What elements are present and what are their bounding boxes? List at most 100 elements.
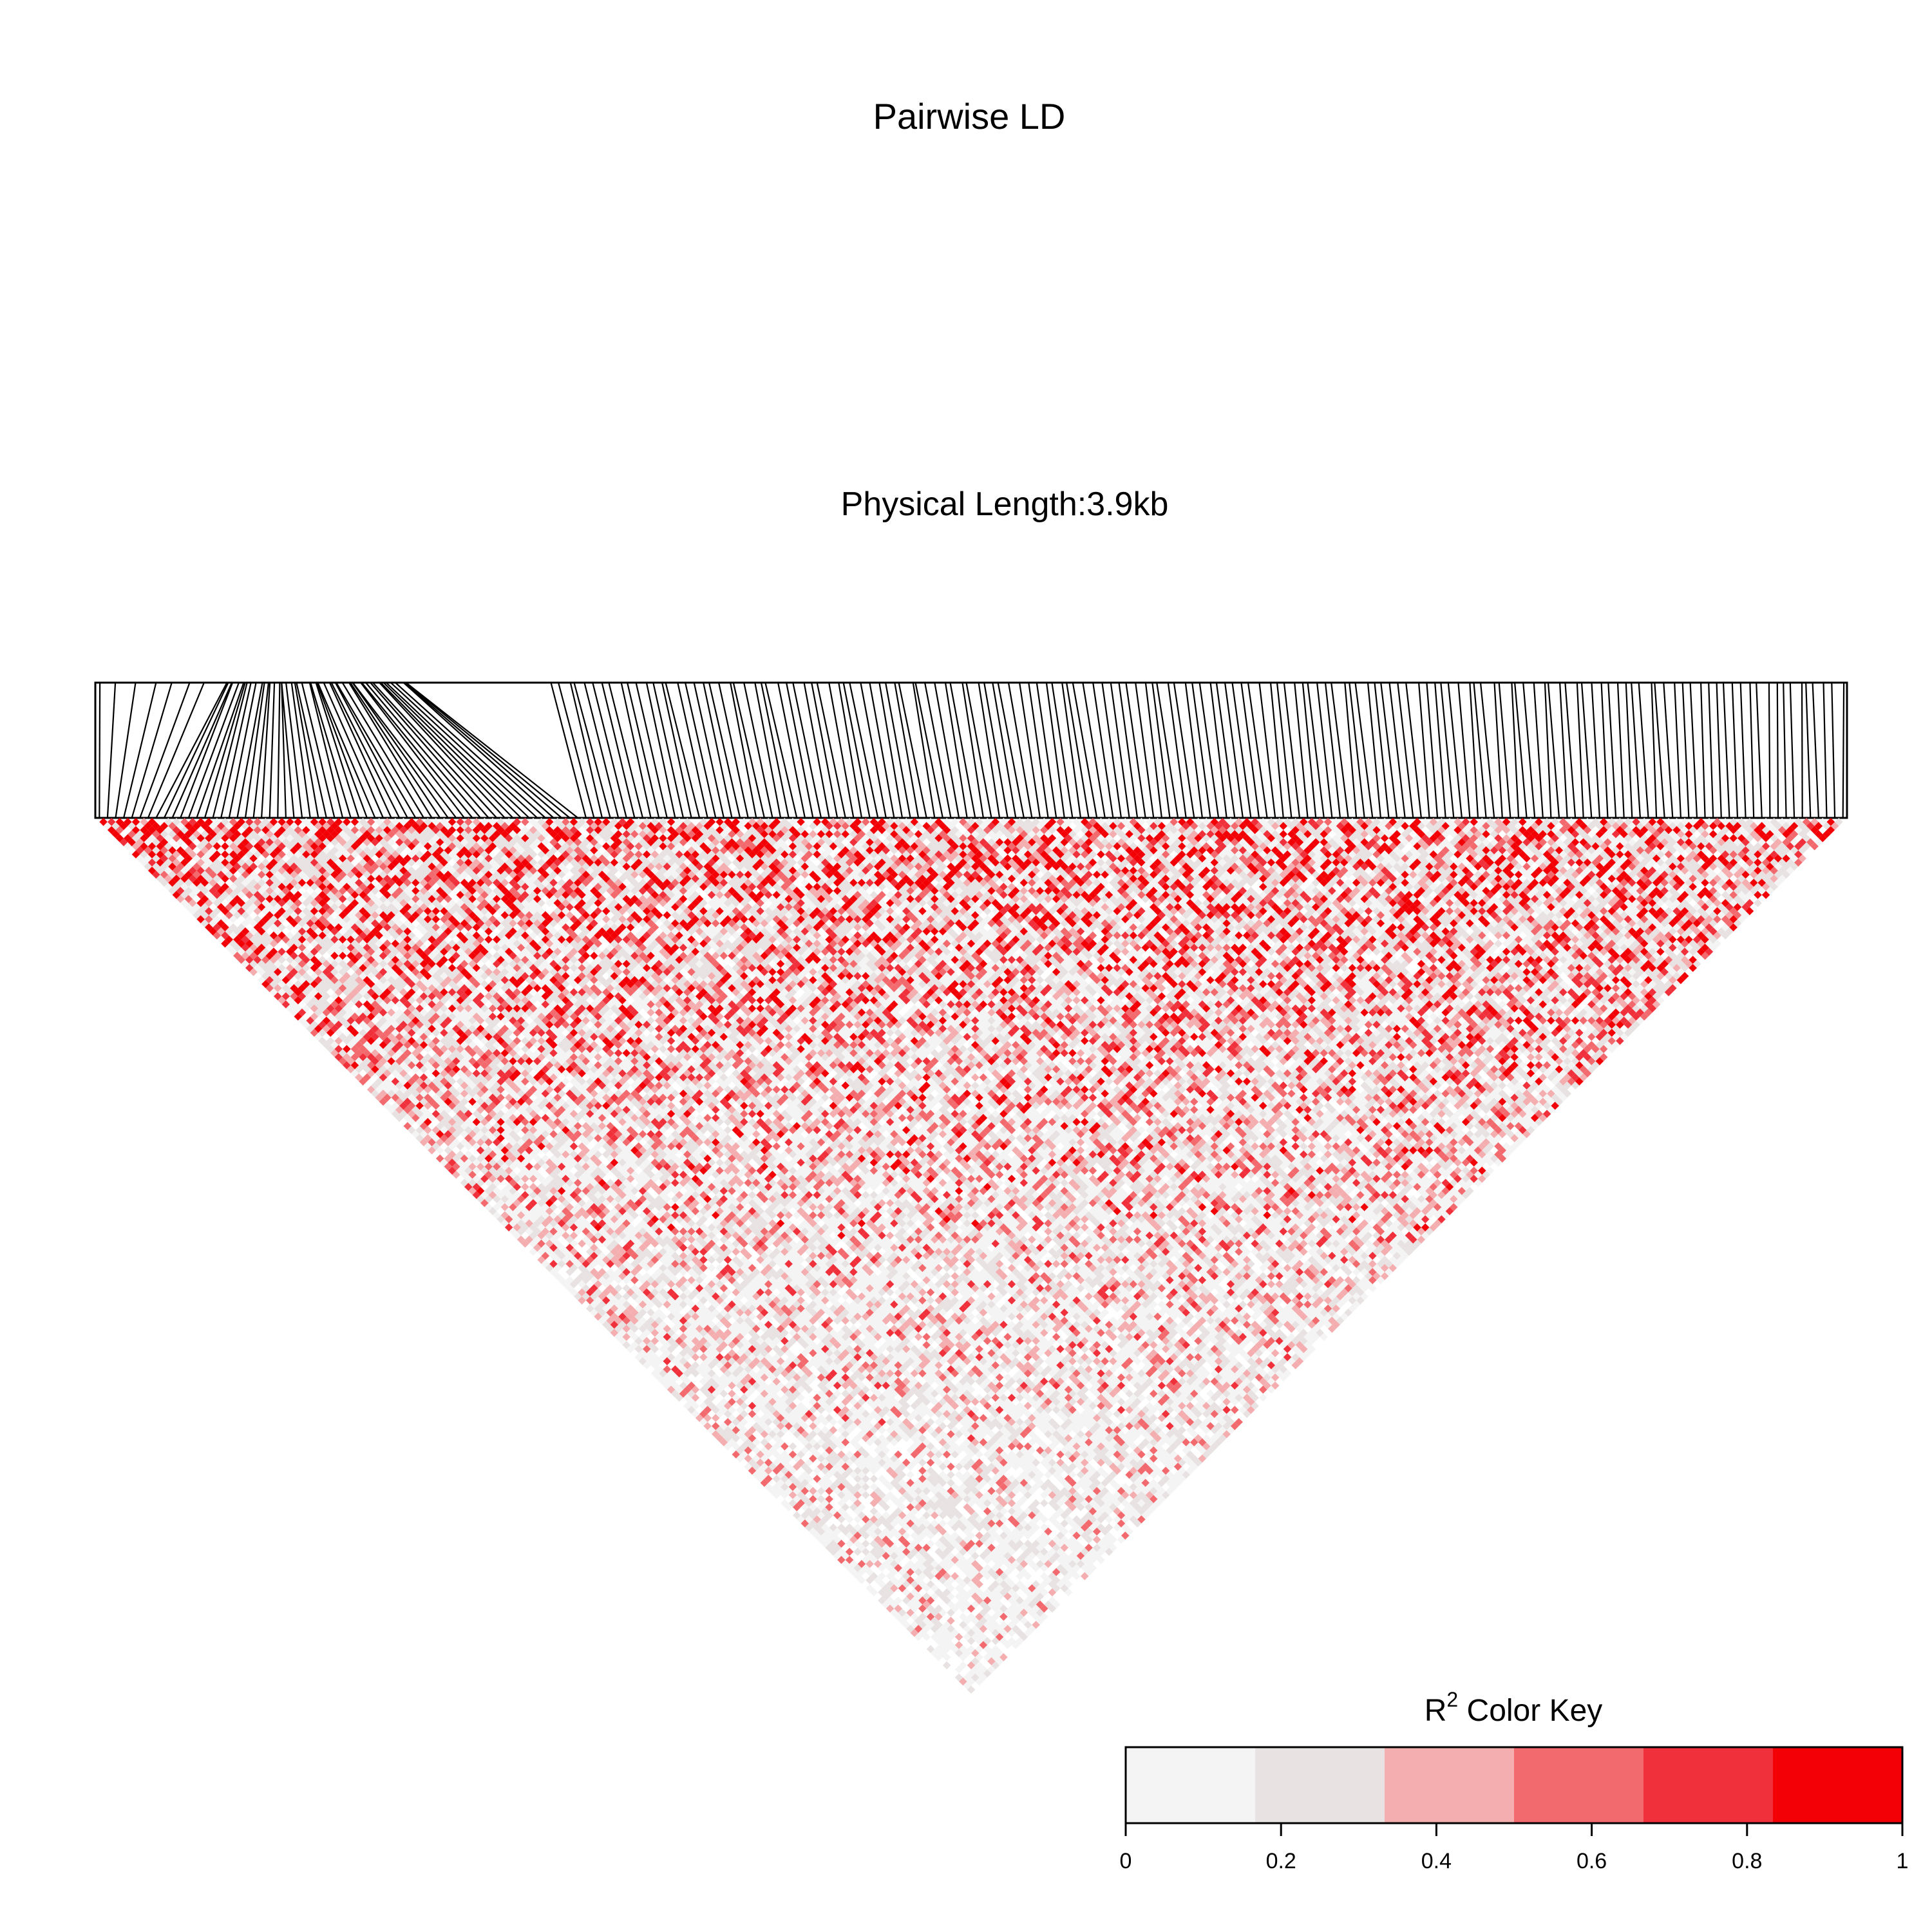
snp-map-line [592,682,627,819]
ld-cell [294,1004,303,1013]
snp-map-line [1092,682,1114,819]
ld-cell [643,1361,651,1370]
ld-cell [213,915,222,923]
ld-cell [253,963,262,972]
ld-cell [809,1527,817,1536]
snp-map-line [383,682,522,819]
ld-cell [545,1264,554,1273]
ld-cell [829,1539,838,1548]
ld-cell [825,1544,833,1552]
snp-map-line [1269,682,1284,819]
snp-map-line [1498,682,1511,819]
ld-cell [257,976,266,985]
ld-cell [809,1519,817,1528]
ld-triangle [99,818,1843,1694]
snp-map-line [123,682,157,819]
snp-map-line [1231,682,1252,819]
ld-cell [435,1154,444,1163]
ld-cell [703,1414,712,1423]
snp-map-line [301,682,336,819]
snp-map-line [212,682,248,819]
ld-cell [480,1198,489,1208]
ld-cell [480,1191,489,1199]
snp-map-line [627,682,660,819]
snp-map-line [1722,682,1730,819]
snp-map-line [1564,682,1577,819]
snp-map-line [1167,682,1187,819]
snp-map-line [1708,682,1714,819]
ld-cell [193,903,201,911]
ld-cell [735,1446,744,1455]
snp-map-line [1580,682,1593,819]
ld-cell [261,980,270,989]
snp-map-line [277,682,281,819]
snp-map-line [281,682,295,819]
snp-map-line [849,682,879,819]
snp-map-line [894,682,920,819]
ld-cell [188,891,197,899]
snp-map-line [330,682,401,819]
ld-cell [959,1677,967,1686]
snp-map-line [106,682,117,819]
ld-cell [172,875,181,883]
snp-map-line [828,682,855,819]
ld-cell [683,1394,692,1402]
ld-cell [484,1203,493,1211]
ld-cell [298,1008,307,1017]
ld-cell [103,822,112,830]
ld-cell [914,1633,923,1642]
ld-cell [590,1300,598,1309]
ld-cell [144,854,153,863]
snp-map-line [1374,682,1390,819]
snp-map-line [1405,682,1422,819]
ld-cell [687,1397,696,1406]
ld-cell [131,850,140,858]
ld-cell [257,968,266,976]
snp-map-line [898,682,927,819]
ld-cell [225,935,234,944]
snp-map-line [1151,682,1171,819]
snp-map-line [1302,682,1317,819]
ld-cell [147,866,156,875]
snp-map-line [1805,682,1812,819]
ld-cell [529,1239,538,1248]
snp-map-line [732,682,765,819]
ld-cell [606,1325,614,1333]
snp-map-line [1036,682,1057,819]
snp-map-line [652,682,685,819]
ld-cell [521,1239,529,1248]
snp-map-line [360,682,465,819]
ld-cell [719,1438,728,1446]
snp-map-line [1654,682,1665,819]
snp-map-line [685,682,717,819]
ld-cell [687,1406,696,1414]
snp-map-line [992,682,1017,819]
ld-cell [205,923,213,932]
ld-cell [136,846,144,855]
ld-cell [553,1272,562,1280]
ld-cell [440,1158,448,1167]
snp-map-line [1316,682,1333,819]
ld-cell [172,891,181,899]
ld-cell [205,915,213,923]
ld-cell [419,1138,428,1146]
ld-cell [152,870,160,879]
ld-cell [813,1523,821,1532]
ld-cell [906,1470,914,1479]
ld-cell [618,1336,627,1345]
ld-cell [318,1037,327,1045]
ld-cell [938,1649,947,1658]
snp-map-line [1324,682,1341,819]
snp-map-line [131,682,173,819]
ld-cell [675,1385,683,1394]
snp-map-line [1240,682,1260,819]
snp-map-line [1028,682,1049,819]
ld-cell [654,1365,663,1374]
snp-map-line [1247,682,1268,819]
ld-cell [849,1560,858,1568]
ld-cell [569,1280,578,1289]
ld-cell [934,1645,943,1653]
ld-cell [833,1544,842,1552]
snp-map-line [1457,682,1471,819]
ld-cell [193,911,201,920]
